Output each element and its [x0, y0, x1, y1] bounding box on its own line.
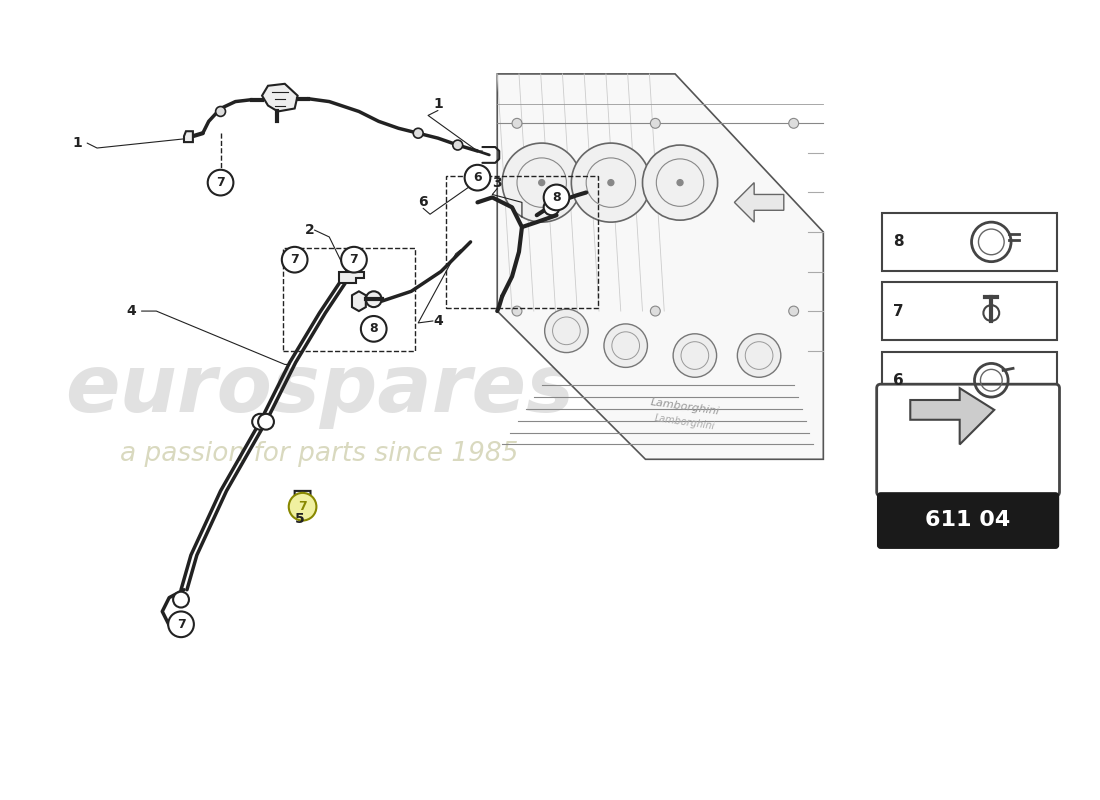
Text: 1: 1 [73, 136, 82, 150]
Circle shape [464, 165, 491, 190]
Text: 4: 4 [433, 314, 443, 328]
Circle shape [678, 180, 683, 186]
Circle shape [789, 118, 799, 128]
Text: 1: 1 [433, 97, 443, 110]
FancyBboxPatch shape [881, 282, 1056, 340]
Circle shape [168, 611, 194, 637]
Circle shape [983, 305, 999, 321]
Circle shape [414, 128, 424, 138]
Circle shape [503, 143, 581, 222]
FancyBboxPatch shape [878, 493, 1058, 548]
Text: eurospares: eurospares [65, 351, 574, 429]
Circle shape [737, 334, 781, 378]
Text: 5: 5 [295, 511, 305, 526]
Text: 4: 4 [126, 304, 136, 318]
Circle shape [252, 414, 268, 430]
Circle shape [258, 414, 274, 430]
Circle shape [288, 493, 317, 521]
FancyBboxPatch shape [881, 351, 1056, 409]
Circle shape [453, 140, 463, 150]
Circle shape [539, 180, 544, 186]
Circle shape [673, 334, 716, 378]
Circle shape [650, 118, 660, 128]
Text: 7: 7 [893, 303, 904, 318]
Text: 7: 7 [298, 500, 307, 514]
Polygon shape [295, 491, 310, 506]
FancyBboxPatch shape [877, 384, 1059, 496]
Polygon shape [497, 74, 823, 459]
Text: 2: 2 [305, 223, 315, 237]
Text: 7: 7 [290, 253, 299, 266]
Circle shape [544, 309, 588, 353]
Circle shape [571, 143, 650, 222]
Polygon shape [352, 291, 366, 311]
Circle shape [361, 316, 386, 342]
Circle shape [650, 306, 660, 316]
Text: Lamborghini: Lamborghini [650, 397, 721, 417]
Text: Lamborghini: Lamborghini [654, 414, 716, 432]
Text: a passion for parts since 1985: a passion for parts since 1985 [120, 442, 518, 467]
Polygon shape [184, 131, 192, 142]
Circle shape [642, 145, 717, 220]
Polygon shape [262, 84, 298, 111]
Text: 3: 3 [493, 176, 502, 190]
Circle shape [341, 247, 366, 273]
Circle shape [173, 592, 189, 607]
Text: 8: 8 [893, 234, 904, 250]
Polygon shape [911, 388, 994, 445]
Circle shape [366, 291, 382, 307]
Circle shape [216, 106, 225, 117]
Text: 7: 7 [217, 176, 224, 189]
FancyBboxPatch shape [881, 214, 1056, 270]
Text: 8: 8 [370, 322, 378, 335]
Polygon shape [339, 271, 364, 283]
Text: 8: 8 [552, 191, 561, 204]
Text: 6: 6 [893, 373, 904, 388]
Polygon shape [735, 182, 784, 222]
Circle shape [543, 185, 570, 210]
Circle shape [543, 199, 560, 215]
Circle shape [208, 170, 233, 195]
Text: 6: 6 [418, 195, 428, 210]
Circle shape [513, 118, 521, 128]
Circle shape [604, 324, 648, 367]
Circle shape [789, 306, 799, 316]
Circle shape [608, 180, 614, 186]
Circle shape [513, 306, 521, 316]
Text: 6: 6 [473, 171, 482, 184]
Text: 7: 7 [177, 618, 186, 631]
Text: 7: 7 [350, 253, 359, 266]
Text: 611 04: 611 04 [925, 510, 1010, 530]
Circle shape [282, 247, 308, 273]
